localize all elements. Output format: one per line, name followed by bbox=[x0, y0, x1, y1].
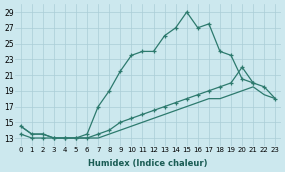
X-axis label: Humidex (Indice chaleur): Humidex (Indice chaleur) bbox=[88, 159, 208, 168]
